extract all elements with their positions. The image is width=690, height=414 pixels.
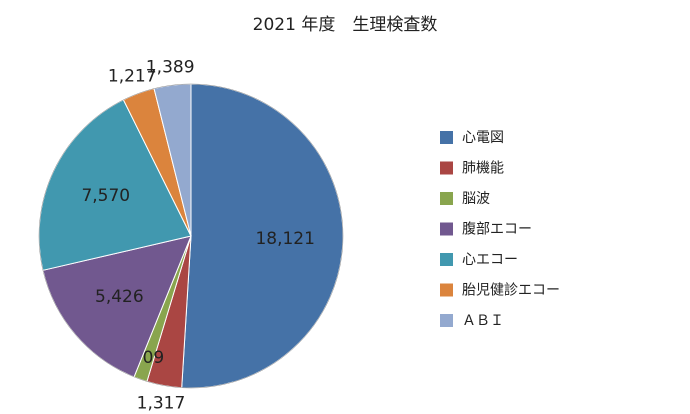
legend-label: ＡＢＩ — [462, 313, 504, 329]
data-label: 1,389 — [146, 57, 195, 77]
legend-label: 心エコー — [462, 252, 518, 268]
data-label: 18,121 — [255, 229, 314, 249]
legend-swatch — [440, 131, 453, 144]
legend-swatch — [440, 161, 453, 175]
data-label: 1,317 — [137, 393, 186, 413]
legend-swatch — [440, 314, 453, 327]
legend-swatch — [440, 283, 453, 297]
legend-label: 肺機能 — [462, 161, 504, 177]
legend-swatch — [440, 222, 453, 236]
data-label: 1,217 — [108, 66, 157, 86]
pie-outline — [38, 83, 344, 389]
data-label: 5,426 — [95, 287, 144, 307]
legend-swatch — [440, 253, 453, 266]
data-label: 7,570 — [81, 186, 130, 206]
legend-label: 脳波 — [462, 191, 490, 207]
legend-swatch — [440, 192, 453, 205]
legend-label: 胎児健診エコー — [462, 283, 560, 299]
legend-label: 心電図 — [462, 130, 504, 146]
chart-title: 2021 年度 生理検査数 — [253, 15, 438, 35]
legend-label: 腹部エコー — [462, 221, 532, 238]
